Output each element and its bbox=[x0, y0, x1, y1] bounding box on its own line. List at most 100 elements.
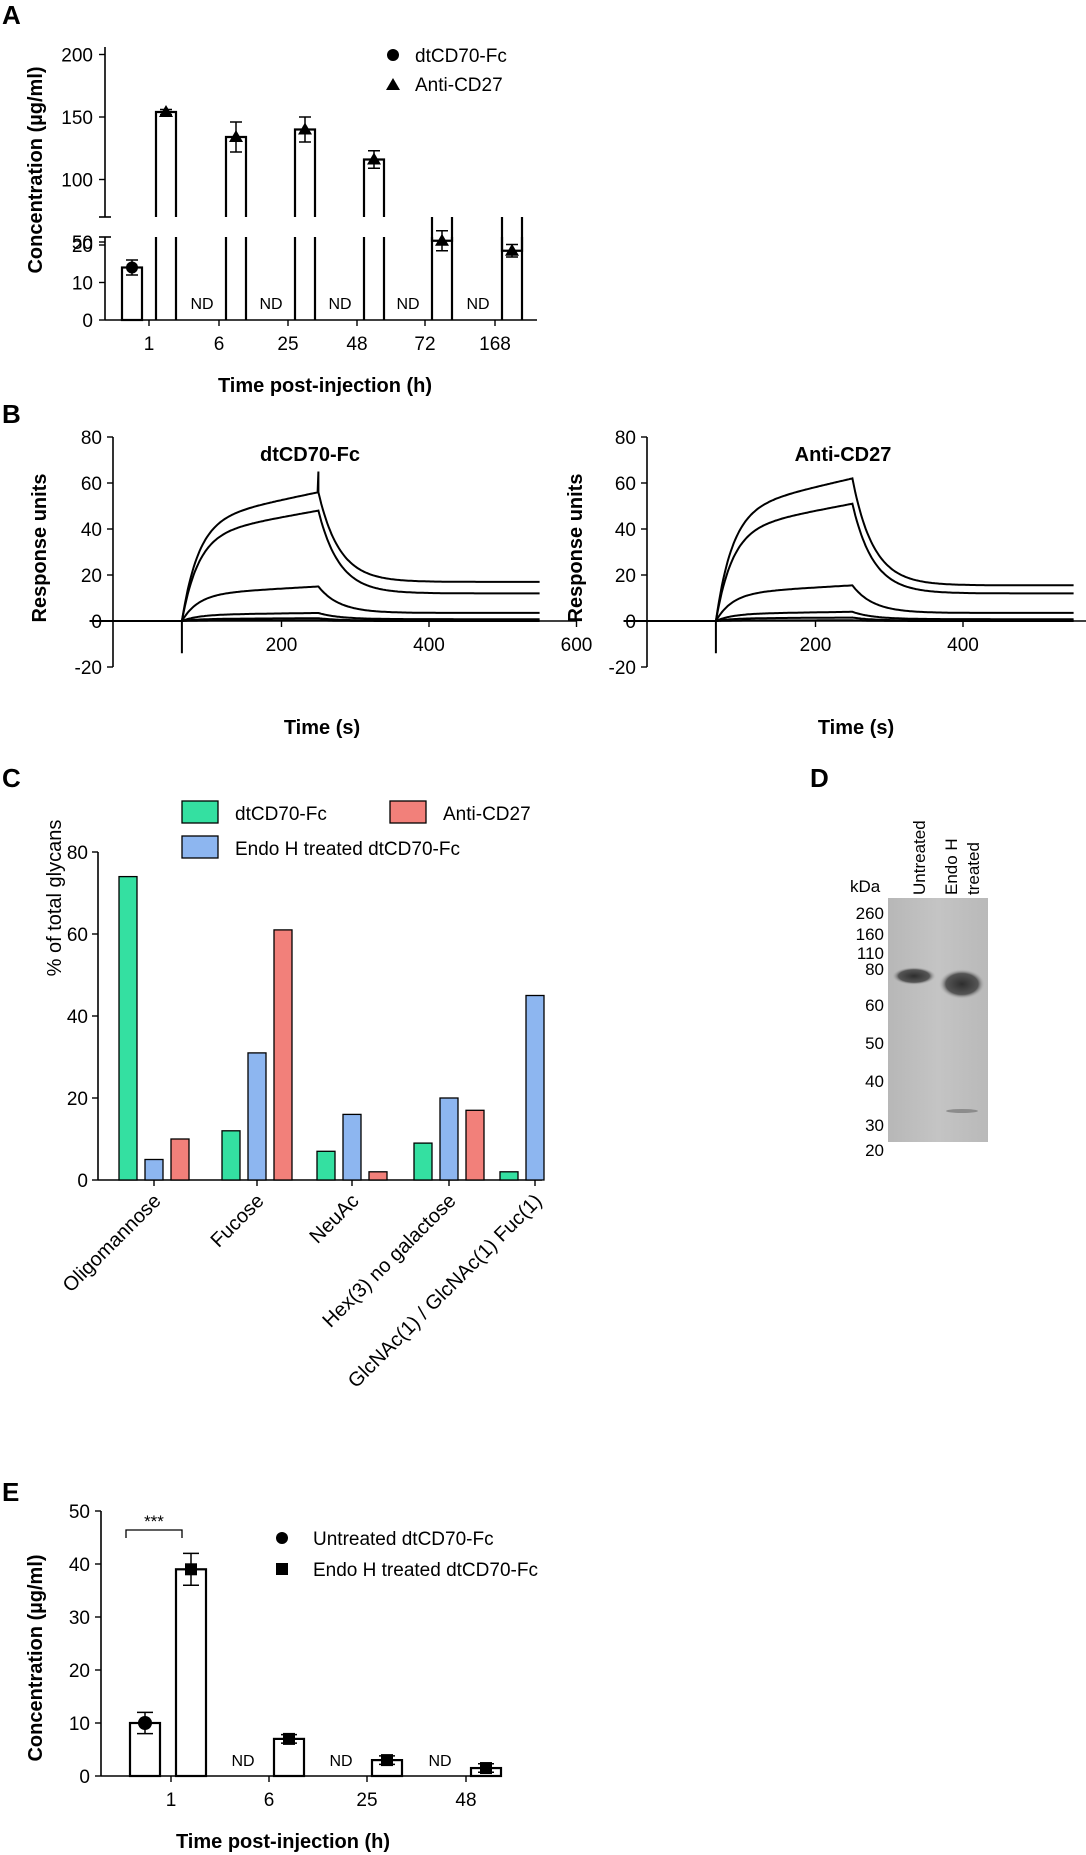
sensorgram-curve-1 bbox=[623, 477, 1074, 654]
legend-c-swatch-dtcd70 bbox=[181, 800, 219, 824]
axis-c-ytick-label: 40 bbox=[67, 1007, 88, 1028]
panel-e-label: E bbox=[2, 1477, 19, 1507]
axis-b-ytick-label: 40 bbox=[615, 520, 636, 541]
axis-a-xtick-label: 25 bbox=[277, 334, 298, 355]
nd-label: ND bbox=[466, 296, 489, 313]
legend-a-triangle-marker bbox=[386, 78, 400, 90]
panel-e-xlabel: Time post-injection (h) bbox=[176, 1831, 390, 1853]
axis-b-ytick-label: 40 bbox=[81, 520, 102, 541]
panel-c-ylabel: % of total glycans bbox=[44, 820, 66, 977]
axis-a-xtick-label: 168 bbox=[479, 334, 511, 355]
gel-lane-endoh-line2: treated bbox=[964, 842, 983, 895]
point-a-anticd27 bbox=[367, 152, 381, 165]
sensorgram-curve-1 bbox=[89, 471, 540, 654]
legend-a-anticd27: Anti-CD27 bbox=[415, 75, 503, 96]
axis-e-xtick-label: 6 bbox=[264, 1790, 275, 1811]
axis-e-ytick-label: 0 bbox=[79, 1767, 90, 1788]
panel-b-left-ylabel: Response units bbox=[29, 474, 51, 623]
axis-b-ytick-label: 20 bbox=[81, 566, 102, 587]
panel-e: E Concentration (µg/ml) Time post-inject… bbox=[2, 1477, 538, 1853]
panel-b-right-title: Anti-CD27 bbox=[795, 444, 892, 466]
axis-b-xtick-label: 200 bbox=[266, 635, 298, 656]
gel-lane-endoh-line1: Endo H bbox=[942, 838, 961, 895]
sensorgram-curve-3 bbox=[89, 585, 540, 622]
axis-a-ytick-label: 150 bbox=[61, 108, 93, 129]
panel-e-marks: 0 10 20 30 40 50 1 6 25 48 ND ND ND bbox=[69, 1502, 503, 1811]
bar-a-anticd27-lower bbox=[154, 237, 178, 320]
bar-c-2 bbox=[170, 1138, 190, 1181]
panel-a-ylabel: Concentration (µg/ml) bbox=[25, 66, 47, 273]
gel-band-untreated bbox=[892, 967, 936, 985]
legend-e-untreated: Untreated dtCD70-Fc bbox=[313, 1529, 494, 1550]
bar-c-2 bbox=[465, 1109, 485, 1181]
axis-b-ytick-label: 0 bbox=[91, 612, 102, 633]
bar-a-anticd27-lower bbox=[430, 237, 454, 320]
axis-b-ytick-label: 60 bbox=[81, 474, 102, 495]
axis-e-xtick-label: 25 bbox=[356, 1790, 377, 1811]
point-e-endoh bbox=[283, 1732, 295, 1745]
gel-marker-label: 80 bbox=[865, 960, 884, 979]
legend-a-circle-marker bbox=[387, 49, 399, 61]
panel-a-label: A bbox=[2, 0, 21, 30]
gel-band-faint bbox=[946, 1109, 978, 1113]
axis-b-ytick-label: 60 bbox=[615, 474, 636, 495]
sensorgram-curve-4 bbox=[89, 612, 540, 622]
gel-marker-label: 30 bbox=[865, 1116, 884, 1135]
sensorgram-curve-6 bbox=[89, 619, 540, 622]
point-a-anticd27 bbox=[435, 233, 449, 246]
axis-b-xtick-label: 400 bbox=[947, 635, 979, 656]
axis-c-ytick-label: 80 bbox=[67, 843, 88, 864]
axis-a-ytick-label: 50 bbox=[72, 233, 93, 254]
bar-a-anticd27-lower bbox=[362, 237, 386, 320]
axis-a-xtick-label: 6 bbox=[214, 334, 225, 355]
bar-c-2 bbox=[368, 1171, 388, 1181]
axis-e-xtick-label: 48 bbox=[455, 1790, 476, 1811]
axis-c-ytick-label: 20 bbox=[67, 1089, 88, 1110]
sensorgram-curve-2 bbox=[623, 502, 1074, 622]
axis-b-ytick-label: 80 bbox=[615, 428, 636, 449]
axis-a-ytick-label: 200 bbox=[61, 46, 93, 67]
sensorgram-curve-4 bbox=[623, 610, 1074, 622]
point-e-endoh bbox=[480, 1762, 492, 1775]
axis-c-xtick-label: NeuAc bbox=[306, 1190, 364, 1248]
panel-b-left-xlabel: Time (s) bbox=[284, 717, 360, 739]
axis-a-ytick-label: 0 bbox=[82, 311, 93, 332]
gel-marker-label: 50 bbox=[865, 1034, 884, 1053]
point-a-dtcd70 bbox=[126, 261, 138, 274]
bar-c-0 bbox=[221, 1130, 241, 1181]
axis-b-ytick-label: -20 bbox=[609, 658, 636, 679]
point-a-anticd27 bbox=[159, 105, 173, 117]
bar-c-0 bbox=[413, 1142, 433, 1181]
axis-b-ytick-label: -20 bbox=[75, 658, 102, 679]
axis-b-ytick-label: 0 bbox=[625, 612, 636, 633]
gel-kda-label: kDa bbox=[850, 877, 881, 896]
bar-c-1 bbox=[144, 1158, 164, 1181]
legend-e-circle-marker bbox=[276, 1532, 288, 1544]
bar-c-0 bbox=[316, 1150, 336, 1181]
axis-c-xtick-label: Oligomannose bbox=[59, 1190, 166, 1297]
bar-c-0 bbox=[499, 1171, 519, 1181]
axis-a-xtick-label: 72 bbox=[414, 334, 435, 355]
panel-d: D Untreated Endo H treated kDa 260 160110… bbox=[810, 763, 988, 1160]
panel-b-left-marks: -20 0 20 40 60 80 200 400 600 bbox=[75, 428, 593, 679]
point-a-anticd27 bbox=[505, 243, 519, 256]
axis-a-xtick-label: 48 bbox=[346, 334, 367, 355]
gel-marker-label: 260 bbox=[856, 904, 884, 923]
sensorgram-curve-2 bbox=[89, 509, 540, 622]
panel-b-right-plot: Anti-CD27 Response units Time (s) -20 0 20… bbox=[565, 428, 1086, 739]
panel-a-legend: dtCD70-Fc Anti-CD27 bbox=[386, 46, 507, 96]
axis-b-xtick-label: 600 bbox=[561, 635, 593, 656]
axis-a-ytick-label: 10 bbox=[72, 274, 93, 295]
bar-c-1 bbox=[525, 994, 545, 1181]
bar-a-anticd27-lower bbox=[500, 237, 524, 320]
gel-marker-label: 110 bbox=[857, 944, 884, 963]
axis-b-ytick-label: 80 bbox=[81, 428, 102, 449]
panel-b-label: B bbox=[2, 399, 21, 429]
gel-marker-label: 60 bbox=[865, 996, 884, 1015]
sensorgram-curve-3 bbox=[623, 584, 1074, 622]
axis-a-xtick-label: 1 bbox=[144, 334, 155, 355]
nd-label: ND bbox=[329, 1753, 352, 1770]
